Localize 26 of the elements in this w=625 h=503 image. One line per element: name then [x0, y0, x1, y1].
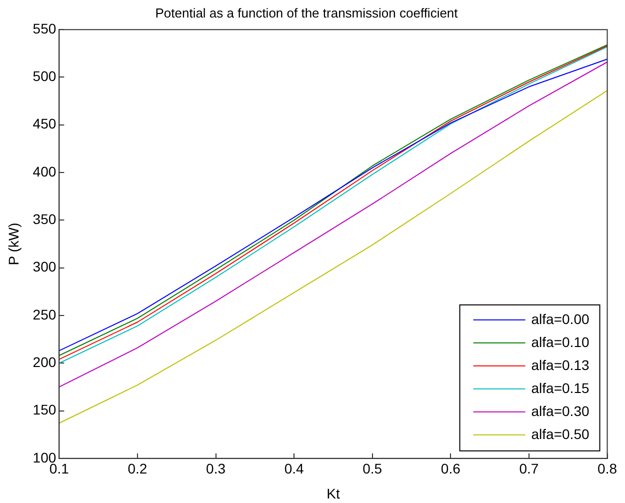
y-tick-label: 100: [32, 449, 56, 466]
x-axis-title: Kt: [326, 485, 340, 502]
legend-label: alfa=0.00: [531, 310, 590, 327]
x-tick-label: 0.8: [598, 460, 618, 477]
chart-title: Potential as a function of the transmission coefficient: [155, 5, 458, 20]
y-tick-label: 450: [32, 116, 56, 132]
y-tick-label: 500: [32, 68, 56, 84]
y-tick-label: 400: [32, 163, 56, 180]
legend-label: alfa=0.13: [531, 356, 590, 373]
x-tick-label: 0.3: [206, 460, 226, 477]
x-tick-label: 0.2: [128, 460, 148, 477]
x-tick-label: 0.4: [284, 460, 304, 477]
legend-label: alfa=0.10: [531, 334, 590, 350]
x-tick-label: 0.5: [362, 460, 382, 477]
y-tick-label: 300: [32, 258, 56, 275]
legend-label: alfa=0.50: [531, 426, 590, 442]
y-tick-label: 150: [32, 402, 56, 418]
y-tick-label: 550: [32, 20, 56, 36]
y-axis-title: P (kW): [5, 222, 22, 266]
legend-label: alfa=0.15: [531, 380, 590, 396]
x-tick-label: 0.7: [519, 460, 539, 477]
y-tick-label: 350: [32, 211, 56, 228]
x-tick-label: 0.6: [440, 460, 461, 477]
y-tick-label: 250: [32, 306, 56, 322]
y-tick-label: 200: [32, 354, 56, 370]
legend-label: alfa=0.30: [531, 402, 590, 419]
